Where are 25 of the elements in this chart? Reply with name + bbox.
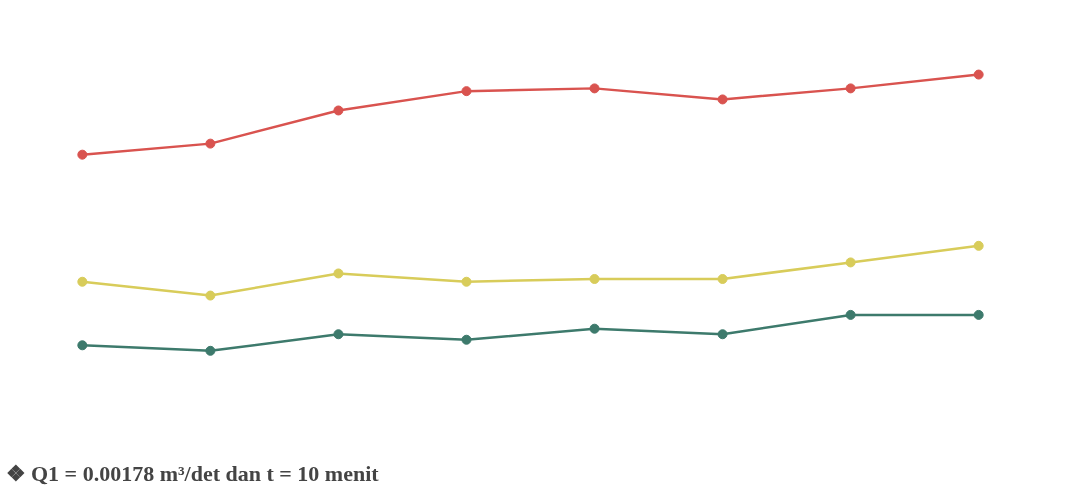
text: ❖ Q1 = 0.00178 m³/det dan t = 10 menit xyxy=(5,460,380,486)
point xyxy=(205,138,216,149)
point xyxy=(205,290,216,301)
point xyxy=(333,329,344,340)
point xyxy=(845,257,856,268)
point xyxy=(461,276,472,287)
point xyxy=(77,149,88,160)
point xyxy=(717,329,728,340)
point xyxy=(717,274,728,284)
point xyxy=(973,69,984,80)
point xyxy=(845,309,856,320)
point xyxy=(77,276,88,287)
point xyxy=(717,94,728,105)
point xyxy=(845,83,856,94)
point xyxy=(461,334,472,345)
point xyxy=(333,268,344,279)
point xyxy=(589,323,600,334)
point xyxy=(461,86,472,97)
point xyxy=(333,105,344,116)
point xyxy=(589,274,600,284)
point xyxy=(973,309,984,320)
point xyxy=(973,240,984,251)
point xyxy=(205,345,216,356)
point xyxy=(77,340,88,351)
point xyxy=(589,83,600,94)
